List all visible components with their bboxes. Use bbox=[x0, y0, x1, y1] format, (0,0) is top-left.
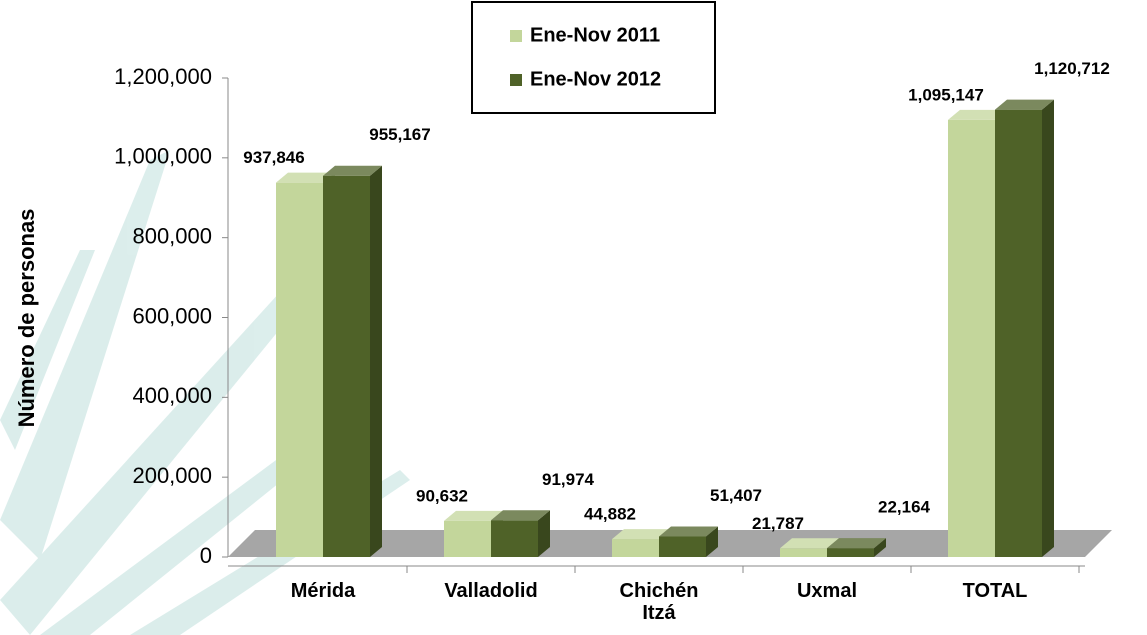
y-tick-label: 200,000 bbox=[132, 463, 212, 488]
bar-side bbox=[1042, 100, 1054, 557]
y-axis-label: Número de personas bbox=[14, 209, 39, 428]
x-tick-label: Chichén Itzá bbox=[603, 580, 715, 624]
x-tick-label: Valladolid bbox=[435, 580, 547, 602]
x-tick-label: Mérida bbox=[267, 580, 379, 602]
legend-box bbox=[472, 2, 715, 113]
chart-page: Número de personas 0 200,000 400,000 600,00… bbox=[0, 0, 1147, 635]
bar bbox=[948, 120, 995, 557]
bar bbox=[444, 521, 491, 557]
legend-swatch bbox=[510, 74, 522, 86]
data-label: 91,974 bbox=[542, 470, 595, 489]
data-label: 90,632 bbox=[416, 486, 468, 505]
data-label: 955,167 bbox=[369, 125, 430, 144]
bar bbox=[827, 548, 874, 557]
y-tick-label: 1,000,000 bbox=[114, 144, 212, 169]
data-label: 22,164 bbox=[878, 498, 931, 517]
bar bbox=[659, 536, 706, 557]
bar bbox=[491, 520, 538, 557]
data-label: 1,095,147 bbox=[908, 85, 984, 104]
bar bbox=[323, 176, 370, 557]
data-label: 21,787 bbox=[752, 514, 804, 533]
chart: Número de personas 0 200,000 400,000 600,00… bbox=[0, 0, 1147, 635]
x-tick-label: TOTAL bbox=[939, 580, 1051, 602]
x-tick-label: Uxmal bbox=[771, 580, 883, 602]
data-label: 51,407 bbox=[710, 486, 762, 505]
y-tick-label: 1,200,000 bbox=[114, 64, 212, 89]
y-tick-label: 400,000 bbox=[132, 383, 212, 408]
data-label: 1,120,712 bbox=[1034, 59, 1110, 78]
bar bbox=[612, 539, 659, 557]
y-tick-label: 800,000 bbox=[132, 223, 212, 248]
y-tick-label: 0 bbox=[200, 543, 212, 568]
y-tick-label: 600,000 bbox=[132, 303, 212, 328]
legend-swatch bbox=[510, 30, 522, 42]
bar bbox=[995, 110, 1042, 557]
legend-label: Ene-Nov 2011 bbox=[530, 24, 660, 46]
legend-label: Ene-Nov 2012 bbox=[530, 68, 661, 90]
data-label: 44,882 bbox=[584, 505, 636, 524]
bar bbox=[780, 548, 827, 557]
bar-side bbox=[370, 166, 382, 557]
bar bbox=[276, 183, 323, 557]
data-label: 937,846 bbox=[243, 148, 304, 167]
